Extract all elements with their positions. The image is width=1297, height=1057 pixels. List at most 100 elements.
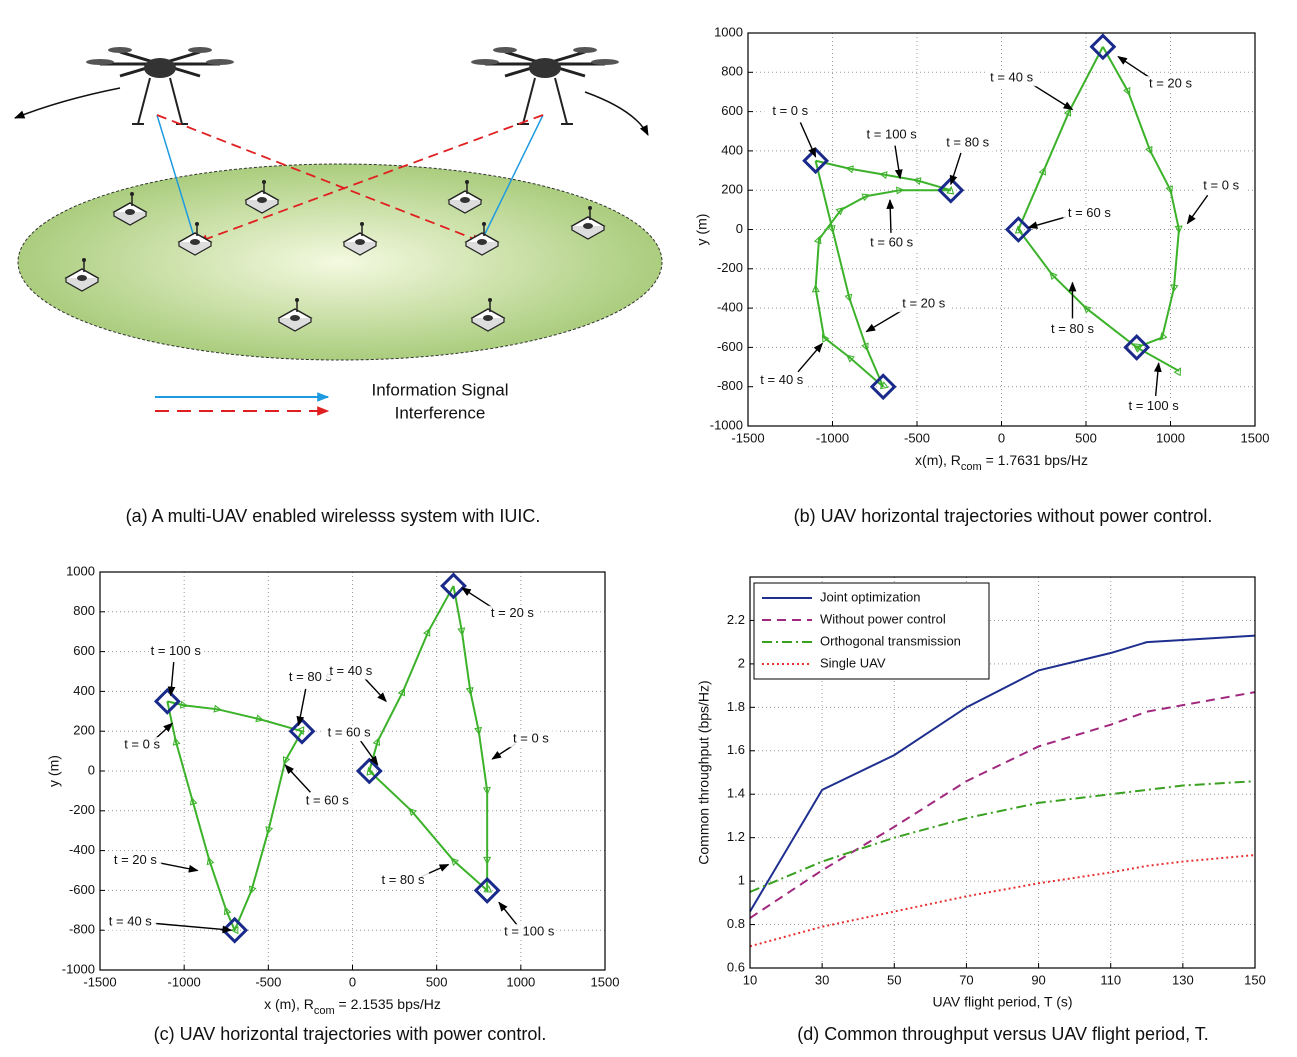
x-tick-label: -500 — [255, 974, 281, 989]
legend-label: Single UAV — [820, 655, 886, 670]
y-tick-label: 200 — [721, 182, 743, 197]
y-tick-label: 0 — [736, 221, 743, 236]
device-icon — [257, 197, 267, 203]
y-tick-label: 1.2 — [727, 829, 745, 844]
annotation-label: t = 80 s — [382, 872, 425, 887]
x-axis-label-part: = 1.7631 bps/Hz — [982, 452, 1088, 468]
x-tick-label: 150 — [1244, 972, 1266, 987]
annotation-label: t = 60 s — [306, 792, 349, 807]
y-tick-label: 200 — [73, 723, 95, 738]
x-tick-label: 110 — [1100, 972, 1121, 987]
y-tick-label: -200 — [717, 260, 743, 275]
y-tick-label: 1000 — [66, 563, 95, 578]
annotation-label: t = 60 s — [870, 235, 913, 250]
device-icon — [125, 209, 135, 215]
x-tick-label: 90 — [1031, 972, 1045, 987]
annotation-label: t = 80 s — [946, 134, 989, 149]
x-tick-label: 70 — [959, 972, 973, 987]
antenna-tip — [82, 258, 86, 262]
legend-label: Without power control — [820, 611, 946, 626]
y-tick-label: -600 — [717, 339, 743, 354]
annotation-label: t = 100 s — [867, 127, 918, 142]
y-tick-label: 2 — [738, 655, 745, 670]
x-tick-label: 1000 — [1156, 430, 1185, 445]
antenna-tip — [195, 222, 199, 226]
y-tick-label: 800 — [73, 603, 95, 618]
x-axis-label-part: com — [961, 461, 982, 473]
y-tick-label: 1.8 — [727, 699, 745, 714]
caption: (d) Common throughput versus UAV flight … — [797, 1024, 1209, 1044]
x-axis-label-part: x(m), R — [915, 452, 961, 468]
annotation-label: t = 100 s — [151, 643, 202, 658]
x-tick-label: 500 — [1075, 430, 1097, 445]
y-tick-label: -800 — [69, 922, 95, 937]
annotation-label: t = 0 s — [1203, 178, 1239, 193]
caption: (c) UAV horizontal trajectories with pow… — [154, 1024, 547, 1044]
x-axis-label: UAV flight period, T (s) — [932, 994, 1072, 1010]
legend-label: Orthogonal transmission — [820, 633, 961, 648]
x-axis-label-part: = 2.1535 bps/Hz — [335, 996, 441, 1012]
device-icon — [190, 239, 200, 245]
y-tick-label: 1 — [738, 873, 745, 888]
annotation-label: t = 20 s — [1149, 76, 1192, 91]
y-tick-label: -600 — [69, 882, 95, 897]
x-tick-label: 1500 — [1241, 430, 1270, 445]
device-icon — [460, 197, 470, 203]
x-axis-label-part: com — [314, 1005, 335, 1017]
annotation-label: t = 60 s — [1068, 205, 1111, 220]
antenna-tip — [588, 206, 592, 210]
y-tick-label: 1.4 — [727, 786, 745, 801]
antenna-tip — [360, 222, 364, 226]
y-axis-label: y (m) — [46, 755, 62, 787]
y-tick-label: 800 — [721, 64, 743, 79]
y-tick-label: -400 — [717, 300, 743, 315]
legend-label: Interference — [395, 403, 486, 422]
x-tick-label: 50 — [887, 972, 901, 987]
device-icon — [355, 239, 365, 245]
y-tick-label: 2.2 — [727, 612, 745, 627]
annotation-label: t = 40 s — [990, 70, 1033, 85]
x-tick-label: 30 — [815, 972, 829, 987]
y-tick-label: -200 — [69, 802, 95, 817]
annotation-label: t = 20 s — [114, 852, 157, 867]
figure: Information Signal Interference (a) A mu… — [0, 0, 1297, 1057]
caption: (b) UAV horizontal trajectories without … — [794, 506, 1213, 526]
annotation-label: t = 0 s — [772, 103, 808, 118]
annotation-label: t = 100 s — [1128, 398, 1179, 413]
annotation-label: t = 60 s — [328, 725, 371, 740]
annotation-label: t = 40 s — [329, 663, 372, 678]
annotation-label: t = 0 s — [513, 731, 549, 746]
x-tick-label: -1500 — [83, 974, 116, 989]
y-tick-label: -800 — [717, 378, 743, 393]
antenna-tip — [295, 298, 299, 302]
caption: (a) A multi-UAV enabled wirelesss system… — [126, 506, 541, 526]
x-tick-label: -500 — [904, 430, 930, 445]
antenna-tip — [482, 222, 486, 226]
y-tick-label: 0.6 — [727, 959, 745, 974]
y-tick-label: 0 — [88, 762, 95, 777]
y-tick-label: 400 — [73, 683, 95, 698]
y-axis-label: Common throughput (bps/Hz) — [696, 680, 712, 864]
x-tick-label: 10 — [743, 972, 757, 987]
annotation-label: t = 100 s — [504, 924, 555, 939]
device-icon — [477, 239, 487, 245]
y-tick-label: -400 — [69, 842, 95, 857]
annotation-label: t = 20 s — [491, 605, 534, 620]
x-tick-label: 1000 — [506, 974, 535, 989]
y-tick-label: 1.6 — [727, 742, 745, 757]
device-icon — [77, 275, 87, 281]
antenna-tip — [130, 192, 134, 196]
x-axis-label-part: x (m), R — [264, 996, 314, 1012]
y-tick-label: 600 — [73, 643, 95, 658]
x-tick-label: -1500 — [731, 430, 764, 445]
legend-label: Information Signal — [371, 380, 508, 399]
annotation-label: t = 40 s — [109, 914, 152, 929]
device-icon — [290, 315, 300, 321]
device-icon — [583, 223, 593, 229]
annotation-label: t = 80 s — [1051, 321, 1094, 336]
y-tick-label: 400 — [721, 142, 743, 157]
antenna-tip — [262, 180, 266, 184]
x-tick-label: 1500 — [591, 974, 620, 989]
y-tick-label: 600 — [721, 103, 743, 118]
x-tick-label: 130 — [1172, 972, 1194, 987]
